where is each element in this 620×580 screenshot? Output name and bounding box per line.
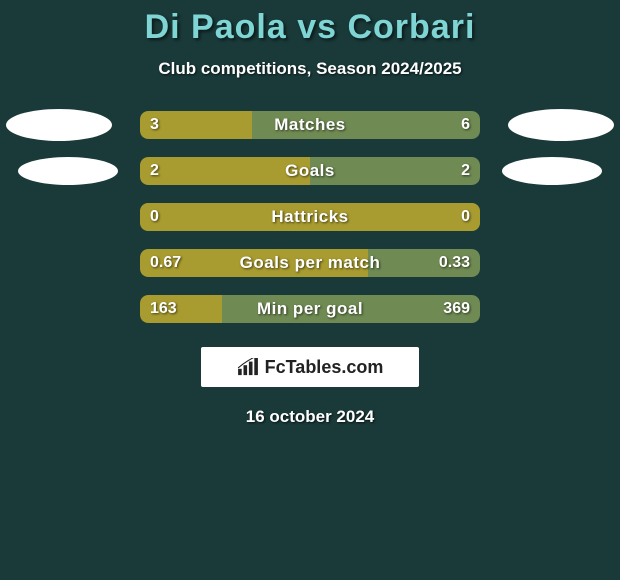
stat-label: Min per goal bbox=[140, 295, 480, 323]
page-subtitle: Club competitions, Season 2024/2025 bbox=[0, 59, 620, 79]
stat-row: 0.670.33Goals per match bbox=[0, 247, 620, 293]
player-right-ellipse bbox=[508, 109, 614, 141]
stat-row: 163369Min per goal bbox=[0, 293, 620, 339]
page-title: Di Paola vs Corbari bbox=[0, 8, 620, 47]
stat-row: 22Goals bbox=[0, 155, 620, 201]
stat-row: 36Matches bbox=[0, 109, 620, 155]
brand-badge: FcTables.com bbox=[201, 347, 419, 387]
stat-label: Matches bbox=[140, 111, 480, 139]
stat-bar: 22Goals bbox=[140, 157, 480, 185]
stat-bar: 0.670.33Goals per match bbox=[140, 249, 480, 277]
stat-row: 00Hattricks bbox=[0, 201, 620, 247]
stat-label: Goals per match bbox=[140, 249, 480, 277]
stat-bar: 00Hattricks bbox=[140, 203, 480, 231]
stat-label: Hattricks bbox=[140, 203, 480, 231]
comparison-infographic: Di Paola vs Corbari Club competitions, S… bbox=[0, 0, 620, 427]
brand-bars-icon bbox=[237, 358, 259, 376]
brand-text: FcTables.com bbox=[265, 357, 384, 378]
stat-bar: 36Matches bbox=[140, 111, 480, 139]
stat-bar: 163369Min per goal bbox=[140, 295, 480, 323]
player-left-ellipse bbox=[18, 157, 118, 185]
player-left-ellipse bbox=[6, 109, 112, 141]
stat-rows: 36Matches 22Goals 00Hattricks 0.670.33Goals… bbox=[0, 109, 620, 339]
player-right-ellipse bbox=[502, 157, 602, 185]
stat-label: Goals bbox=[140, 157, 480, 185]
date-text: 16 october 2024 bbox=[0, 407, 620, 427]
